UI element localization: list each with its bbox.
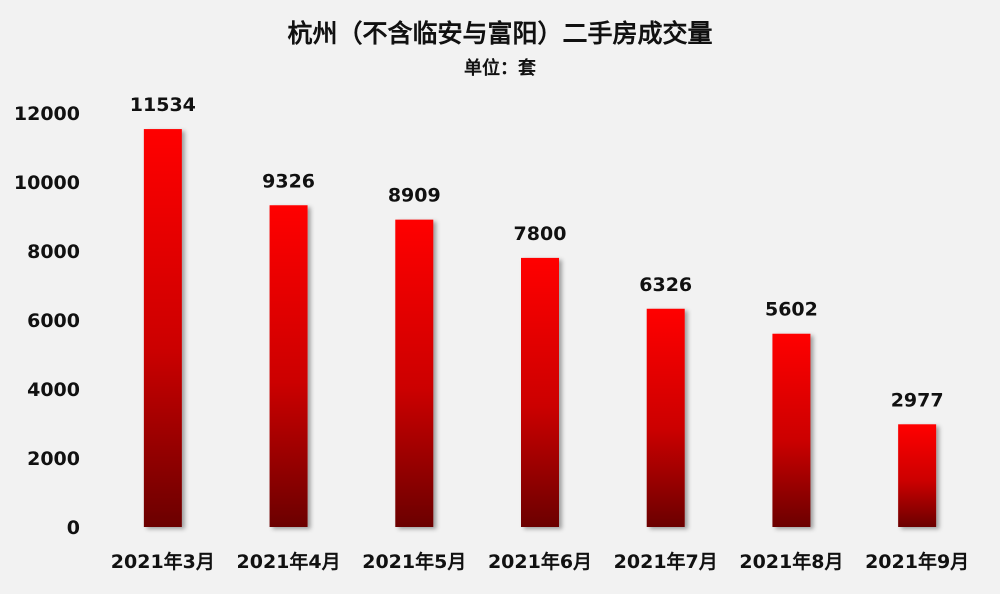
data-label: 11534 [130,94,196,116]
x-tick-label: 2021年6月 [488,550,592,573]
y-tick-label: 12000 [14,103,80,125]
y-tick-label: 0 [67,517,80,539]
bar [143,129,182,527]
x-tick-label: 2021年9月 [865,550,969,573]
x-tick-label: 2021年5月 [362,550,466,573]
y-axis: 0 2000 4000 6000 8000 10000 12000 [14,103,80,539]
data-label: 7800 [514,223,567,245]
data-label: 2977 [891,389,944,411]
data-label: 5602 [765,299,818,321]
x-axis: 2021年3月 2021年4月 2021年5月 2021年6月 2021年7月 2021年… [111,550,969,573]
data-label: 8909 [388,185,441,207]
data-label: 6326 [639,274,692,296]
y-tick-label: 8000 [27,241,80,263]
bar [646,308,685,527]
bar [521,257,559,527]
bars [143,129,937,528]
y-tick-label: 6000 [27,310,80,332]
chart-title: 杭州（不含临安与富阳）二手房成交量 [287,19,713,48]
x-tick-label: 2021年7月 [614,550,718,573]
bar [772,333,811,527]
x-tick-label: 2021年4月 [237,550,341,573]
bar [269,205,308,528]
data-label: 9326 [262,170,315,192]
bar [395,219,434,527]
chart-subtitle: 单位：套 [464,58,536,79]
x-tick-label: 2021年8月 [739,550,843,573]
bar [898,424,937,527]
x-tick-label: 2021年3月 [111,550,215,573]
y-tick-label: 10000 [14,172,80,194]
y-tick-label: 4000 [27,379,80,401]
y-tick-label: 2000 [27,448,80,470]
data-labels: 11534 9326 8909 7800 6326 5602 2977 [130,94,944,411]
